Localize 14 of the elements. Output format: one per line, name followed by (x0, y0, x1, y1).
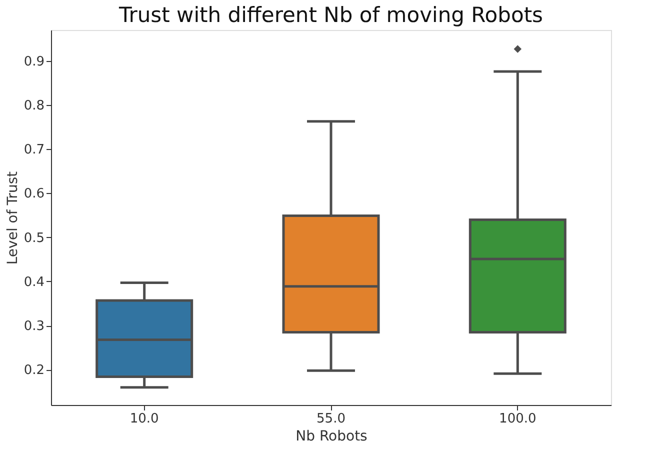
y-tick-label: 0.7 (24, 142, 44, 158)
x-axis-title: Nb Robots (296, 428, 368, 444)
x-tick-label: 100.0 (499, 412, 536, 426)
y-tick-label: 0.5 (24, 230, 44, 246)
y-tick-label: 0.6 (24, 186, 44, 202)
y-tick-label: 0.3 (24, 319, 44, 334)
y-tick-label: 0.9 (24, 54, 44, 70)
y-tick-label: 0.2 (24, 363, 44, 378)
chart-title: Trust with different Nb of moving Robots (118, 3, 543, 27)
y-tick-label: 0.4 (24, 274, 44, 290)
x-tick-label: 55.0 (316, 412, 346, 426)
y-axis-title: Level of Trust (4, 170, 21, 265)
x-tick-label: 10.0 (130, 412, 159, 426)
y-tick-label: 0.8 (24, 98, 44, 114)
